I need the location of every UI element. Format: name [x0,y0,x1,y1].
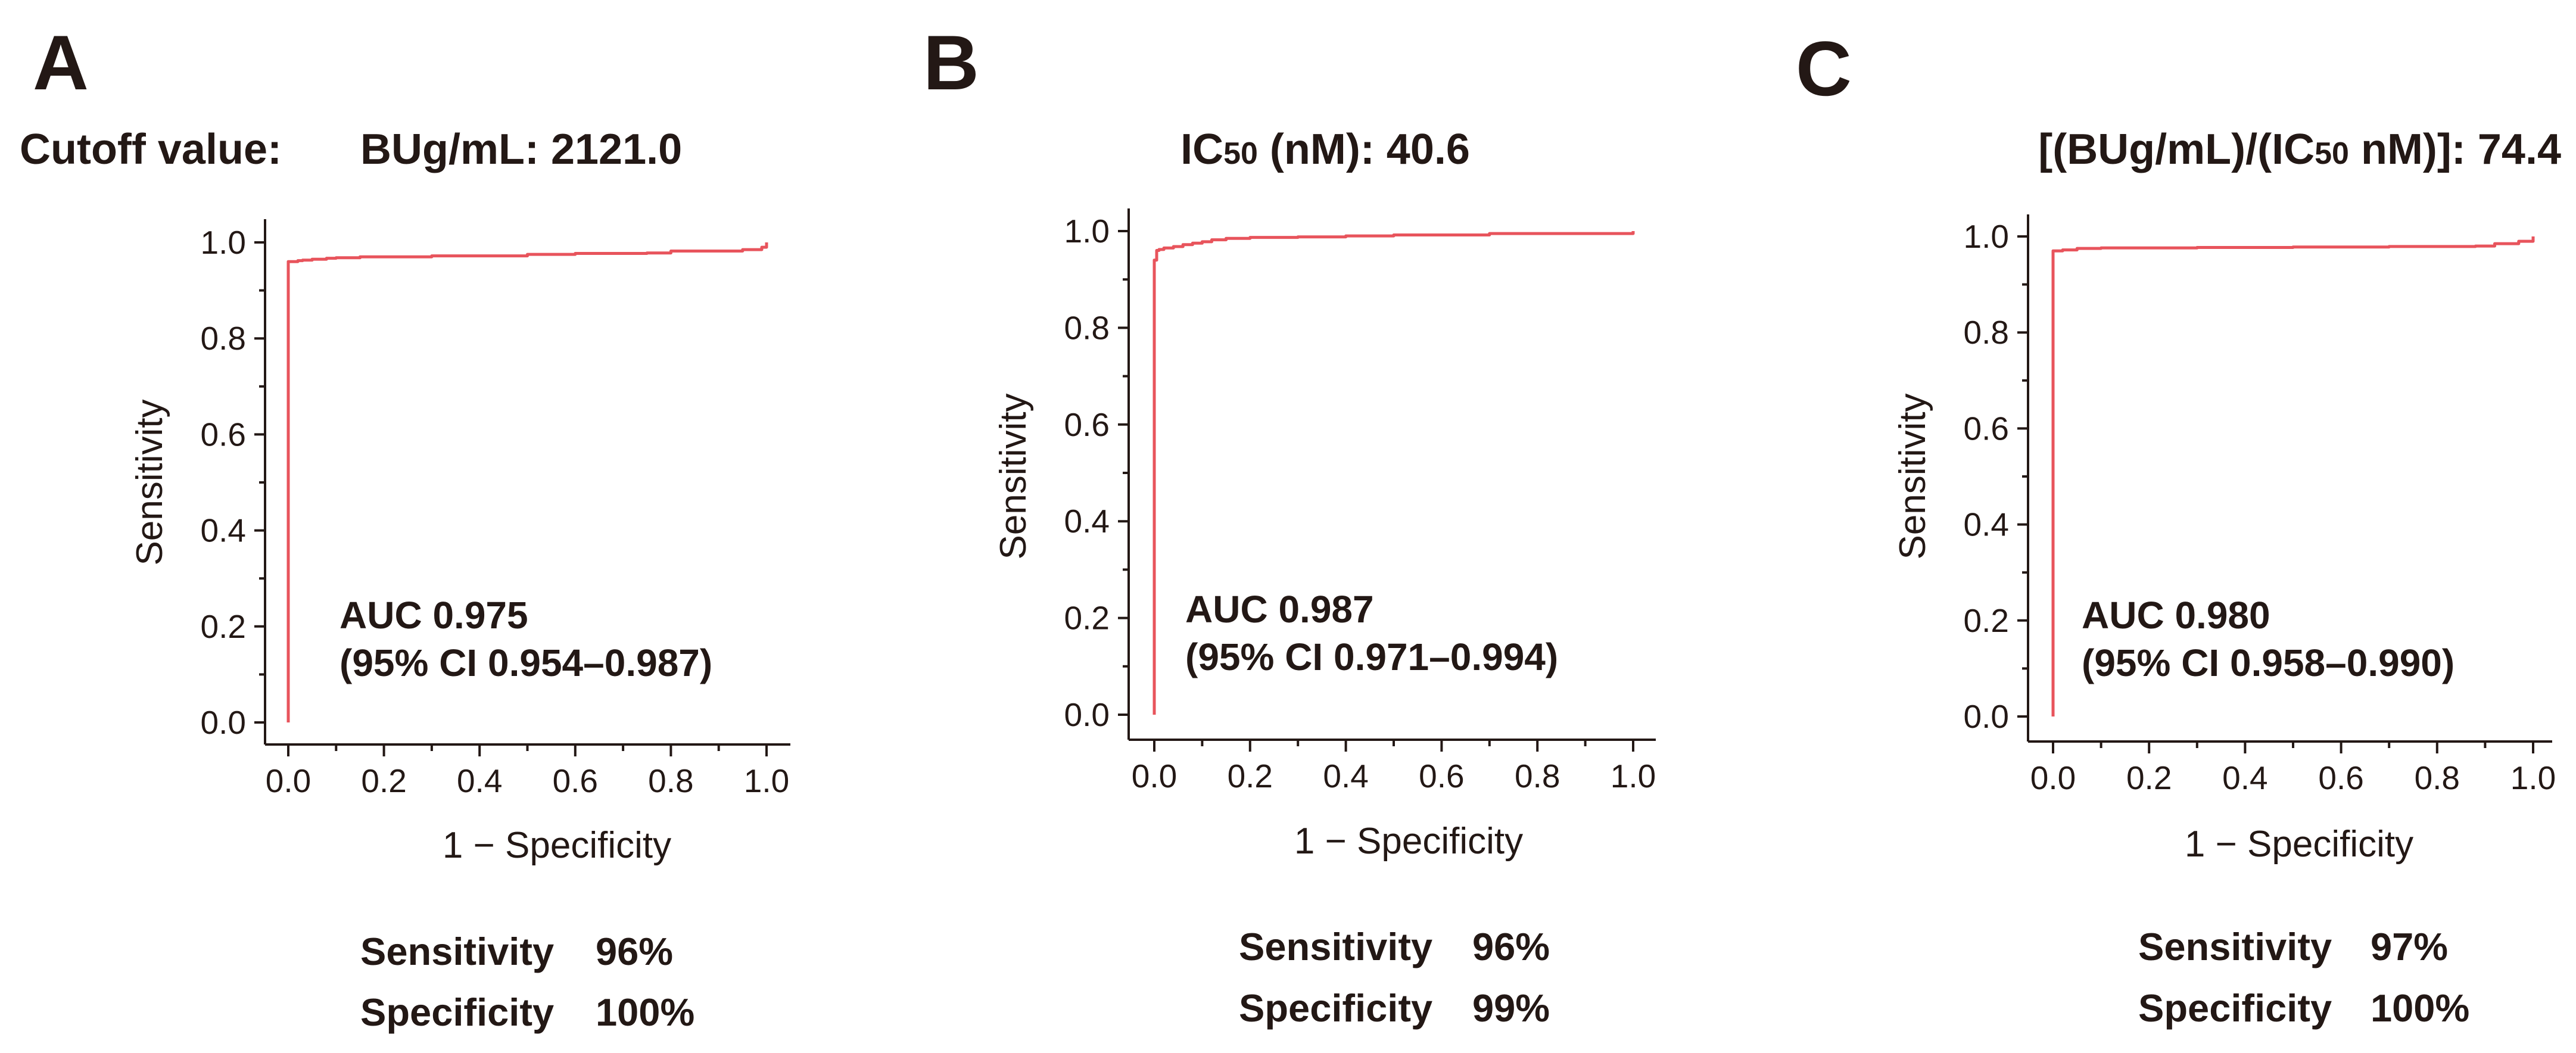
panel-b-y-tick-label: 0.6 [1064,406,1110,443]
panel-a-x-tick-label: 1.0 [744,762,789,799]
panel-c-y-tick-label: 0.8 [1964,314,2009,351]
panel-c-title-subscript: 50 [2315,136,2349,171]
panel-b-x-tick-label: 0.6 [1419,758,1464,795]
panel-c-x-tick-label: 0.0 [2030,759,2076,796]
panel-c-y-label: Sensitivity [1892,393,1933,559]
panel-a-plot: 0.0 0.2 0.4 0.6 0.8 1.0 0.0 0.2 0.4 0.6 0.8 1.0 [201,219,790,799]
panel-b-specificity-label: Specificity [1239,986,1432,1030]
panel-c-specificity-value: 100% [2371,986,2469,1030]
panel-a-y-label: Sensitivity [129,399,170,565]
panel-c-title-rest: nM)]: 74.4 [2349,126,2561,173]
panel-c-y-tick-label: 0.4 [1964,506,2009,543]
panel-c-title-main: [(BUg/mL)/(IC [2038,126,2315,173]
panel-c-auc-ci: (95% CI 0.958–0.990) [2082,641,2454,684]
panel-b-title-subscript: 50 [1223,136,1258,171]
panel-a-x-tick-label: 0.4 [457,762,502,799]
panel-b-auc-ci: (95% CI 0.971–0.994) [1185,635,1558,678]
panel-b-y-tick-label: 1.0 [1064,213,1110,250]
panel-c-title: [(BUg/mL)/(IC50 nM)]: 74.4 [2038,126,2561,173]
panel-c-roc-curve [2051,236,2535,716]
panel-b-x-tick-label: 0.0 [1132,758,1177,795]
panel-a-y-tick-label: 0.6 [201,416,246,453]
panel-a-roc-curve [286,242,768,722]
panel-b-ticks [1118,230,1634,752]
panel-a-y-tick-label: 1.0 [201,224,246,261]
panel-a: A Cutoff value: BUg/mL: 2121.0 0.0 0.2 0.4… [20,19,790,1034]
panel-a-x-tick-label: 0.8 [648,762,693,799]
panel-b-y-tick-label: 0.2 [1064,600,1110,637]
panel-c-x-tick-label: 0.2 [2126,759,2172,796]
panel-a-specificity-label: Specificity [360,990,554,1034]
panel-b: B IC50 (nM): 40.6 0.00.20.40.60.81.00.0 0… [923,19,1656,1030]
panel-a-x-label: 1 − Specificity [443,825,671,866]
panel-b-x-tick-label: 0.4 [1323,758,1368,795]
panel-b-x-tick-label: 1.0 [1611,758,1656,795]
panel-b-x-tick-label: 0.2 [1228,758,1273,795]
panel-c-ticks [2017,235,2534,753]
panel-c-specificity-label: Specificity [2138,986,2332,1030]
panel-b-x-label: 1 − Specificity [1294,821,1523,862]
panel-c-tick-labels: 0.0 0.2 0.4 0.6 0.8 1.0 0.0 0.2 0.4 0.6 0.8 1.0 [1964,218,2556,796]
panel-a-y-tick-label: 0.2 [201,608,246,645]
panel-c: C [(BUg/mL)/(IC50 nM)]: 74.4 0.00.20.40.… [1796,25,2561,1030]
panel-a-auc-ci: (95% CI 0.954–0.987) [339,641,712,684]
panel-a-x-tick-label: 0.0 [266,762,311,799]
panel-b-title-rest: (nM): 40.6 [1258,126,1470,173]
panel-a-title: BUg/mL: 2121.0 [360,126,682,173]
panel-b-auc: AUC 0.987 [1185,588,1374,631]
panel-c-x-tick-label: 1.0 [2510,759,2556,796]
panel-c-plot: 0.0 0.2 0.4 0.6 0.8 1.0 0.0 0.2 0.4 0.6 0.8 1.0 [1964,214,2556,796]
panel-a-letter: A [33,19,89,106]
panel-c-sensitivity-label: Sensitivity [2138,925,2332,968]
panel-b-y-tick-label: 0.8 [1064,309,1110,346]
panel-a-sensitivity-value: 96% [596,930,673,973]
panel-c-y-tick-label: 0.2 [1964,602,2009,639]
panel-b-title-main: IC [1180,126,1223,173]
panel-b-title: IC50 (nM): 40.6 [1180,126,1470,173]
panel-a-x-tick-label: 0.2 [361,762,406,799]
panel-a-x-tick-label: 0.6 [553,762,598,799]
panel-c-x-tick-label: 0.6 [2318,759,2363,796]
panel-c-letter: C [1796,25,1852,112]
panel-a-y-tick-label: 0.0 [201,704,246,741]
panel-c-y-tick-label: 0.0 [1964,698,2009,735]
panel-a-y-tick-label: 0.8 [201,320,246,357]
panel-a-auc: AUC 0.975 [339,594,528,637]
panel-a-specificity-value: 100% [596,990,694,1034]
panel-b-y-tick-label: 0.0 [1064,696,1110,733]
panel-b-roc-curve [1152,231,1635,715]
panel-a-cutoff-label: Cutoff value: [20,126,282,173]
panel-b-tick-labels: 0.0 0.2 0.4 0.6 0.8 1.0 0.0 0.2 0.4 0.6 0.8 1.0 [1064,213,1656,795]
panel-c-x-tick-label: 0.8 [2415,759,2460,796]
panel-a-ticks [254,241,768,756]
panel-a-y-tick-label: 0.4 [201,512,246,549]
panel-c-x-tick-label: 0.4 [2222,759,2267,796]
panel-b-letter: B [923,19,979,106]
panel-c-y-tick-label: 0.6 [1964,410,2009,447]
panel-b-specificity-value: 99% [1472,986,1550,1030]
panel-c-y-tick-label: 1.0 [1964,218,2009,255]
panel-a-sensitivity-label: Sensitivity [360,930,554,973]
panel-c-x-label: 1 − Specificity [2185,824,2413,865]
panel-b-y-label: Sensitivity [993,393,1034,559]
panel-b-sensitivity-label: Sensitivity [1239,925,1432,968]
panel-b-y-tick-label: 0.4 [1064,503,1110,540]
panel-c-sensitivity-value: 97% [2371,925,2448,968]
panel-c-auc: AUC 0.980 [2082,594,2270,637]
panel-a-tick-labels: 0.0 0.2 0.4 0.6 0.8 1.0 0.0 0.2 0.4 0.6 0.8 1.0 [201,224,790,799]
panel-b-plot: 0.0 0.2 0.4 0.6 0.8 1.0 0.0 0.2 0.4 0.6 0.8 1.0 [1064,208,1656,795]
panel-b-sensitivity-value: 96% [1472,925,1550,968]
panel-b-x-tick-label: 0.8 [1515,758,1560,795]
